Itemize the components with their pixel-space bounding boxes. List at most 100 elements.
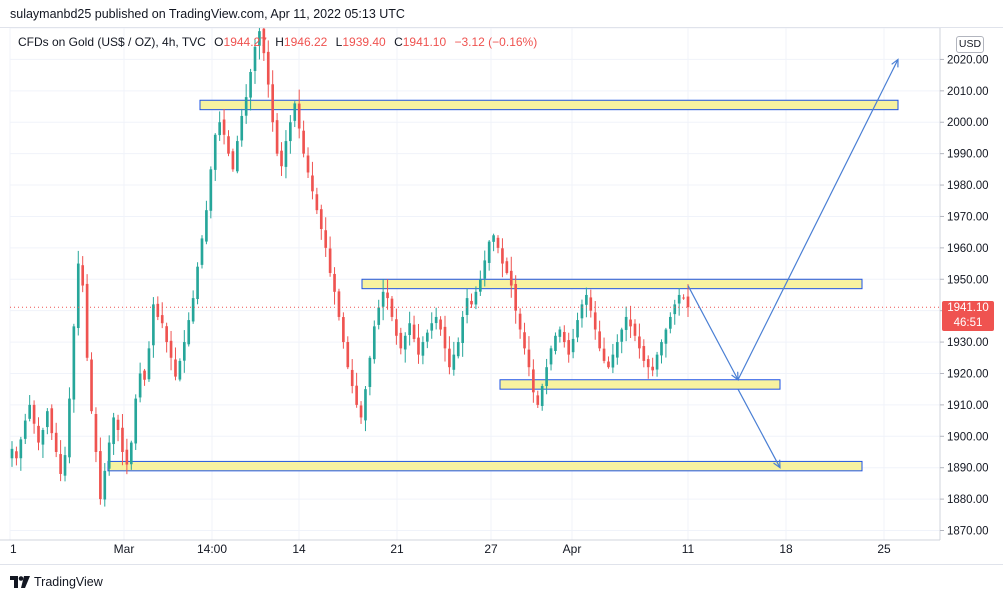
candle-body: [297, 103, 301, 129]
top-bar: sulaymanbd25 published on TradingView.co…: [0, 0, 1003, 28]
candle-body: [160, 315, 164, 324]
price-chart[interactable]: 1870.00 1880.00 1890.00 1900.00 1910.00 1920.…: [0, 28, 1003, 564]
candle-body: [306, 155, 310, 173]
candle-body: [655, 354, 659, 370]
candle-body: [677, 294, 681, 304]
candle-body: [15, 451, 18, 459]
candle-body: [213, 134, 217, 170]
candlestick-series: [10, 28, 940, 507]
candle-body: [50, 408, 54, 434]
candle-body: [355, 385, 358, 405]
zone-rect: [107, 460, 863, 472]
candle-body: [549, 348, 553, 365]
zone-annotations: [107, 99, 899, 472]
candle-body: [545, 367, 548, 387]
candle-body: [386, 292, 389, 299]
tradingview-logo[interactable]: TradingView: [10, 575, 103, 589]
candle-body: [417, 337, 420, 355]
candle-body: [328, 248, 332, 273]
y-tick-label: 2000.00: [947, 117, 989, 129]
candle-body: [63, 455, 67, 476]
y-tick-label: 1910.00: [947, 400, 989, 412]
candle-body: [19, 439, 23, 459]
candle-body: [342, 317, 345, 343]
candle-body: [333, 273, 336, 292]
candle-body: [311, 175, 314, 192]
candle-body: [602, 348, 606, 361]
candle-body: [187, 320, 191, 345]
high-label: H: [275, 35, 284, 49]
bar-countdown: 46:51: [953, 317, 983, 329]
candle-body: [125, 449, 129, 465]
candle-body: [81, 265, 85, 286]
candle-body: [532, 369, 535, 393]
x-tick-label: 1: [10, 542, 17, 556]
tradingview-icon: [10, 576, 30, 588]
close-label: C: [394, 35, 403, 49]
candle-body: [196, 266, 199, 300]
candle-body: [99, 451, 102, 500]
candle-body: [23, 420, 27, 439]
high-value: 1946.22: [283, 35, 328, 49]
candle-body: [293, 103, 297, 121]
candle-body: [205, 210, 208, 242]
candle-body: [174, 359, 177, 377]
candle-body: [598, 331, 601, 349]
candle-body: [669, 316, 672, 329]
candle-body: [492, 235, 495, 242]
candle-body: [664, 329, 668, 344]
y-tick-label: 1970.00: [947, 211, 989, 223]
candle-body: [200, 238, 204, 265]
x-tick-label: Mar: [114, 542, 135, 556]
candle-body: [646, 359, 650, 368]
candle-body: [620, 329, 624, 342]
open-label: O: [214, 35, 224, 49]
y-tick-label: 1900.00: [947, 431, 989, 443]
candle-body: [37, 425, 40, 443]
candle-body: [470, 300, 473, 305]
candle-body: [580, 304, 584, 319]
arrow-head: [773, 459, 781, 469]
candle-body: [377, 307, 381, 325]
candle-body: [280, 150, 283, 167]
candle-body: [403, 335, 407, 350]
candle-body: [240, 115, 244, 141]
current-price-tag: 1941.10 46:51: [942, 301, 994, 331]
candle-body: [452, 354, 456, 370]
candle-body: [673, 304, 677, 315]
candle-body: [156, 303, 160, 317]
candle-body: [496, 237, 500, 248]
candle-body: [686, 296, 690, 308]
candle-body: [359, 405, 363, 418]
open-value: 1944.27: [223, 35, 267, 49]
candle-body: [121, 427, 124, 452]
currency-button[interactable]: USD: [956, 36, 984, 53]
candle-body: [116, 419, 120, 431]
candle-body: [501, 248, 504, 264]
candle-body: [381, 291, 385, 307]
candle-body: [571, 338, 575, 353]
x-tick-label: 21: [390, 542, 404, 556]
candle-body: [479, 279, 482, 292]
candle-body: [337, 291, 341, 317]
arrow-line: [737, 388, 781, 468]
candle-body: [76, 263, 80, 329]
candle-body: [350, 369, 354, 387]
candle-body: [443, 326, 447, 349]
candle-body: [465, 298, 469, 315]
candle-body: [518, 313, 522, 330]
candle-body: [439, 319, 442, 330]
arrow-line: [737, 59, 899, 381]
candle-body: [90, 359, 93, 412]
x-tick-label: 18: [779, 542, 793, 556]
publisher-text: sulaymanbd25 published on TradingView.co…: [10, 7, 405, 21]
candle-body: [456, 342, 460, 357]
x-tick-label: 27: [484, 542, 498, 556]
candle-body: [505, 261, 509, 273]
candle-body: [262, 28, 266, 54]
candle-body: [558, 329, 562, 337]
candle-body: [425, 332, 429, 342]
y-tick-label: 1870.00: [947, 526, 989, 538]
candle-body: [651, 366, 654, 371]
candle-body: [302, 130, 305, 154]
